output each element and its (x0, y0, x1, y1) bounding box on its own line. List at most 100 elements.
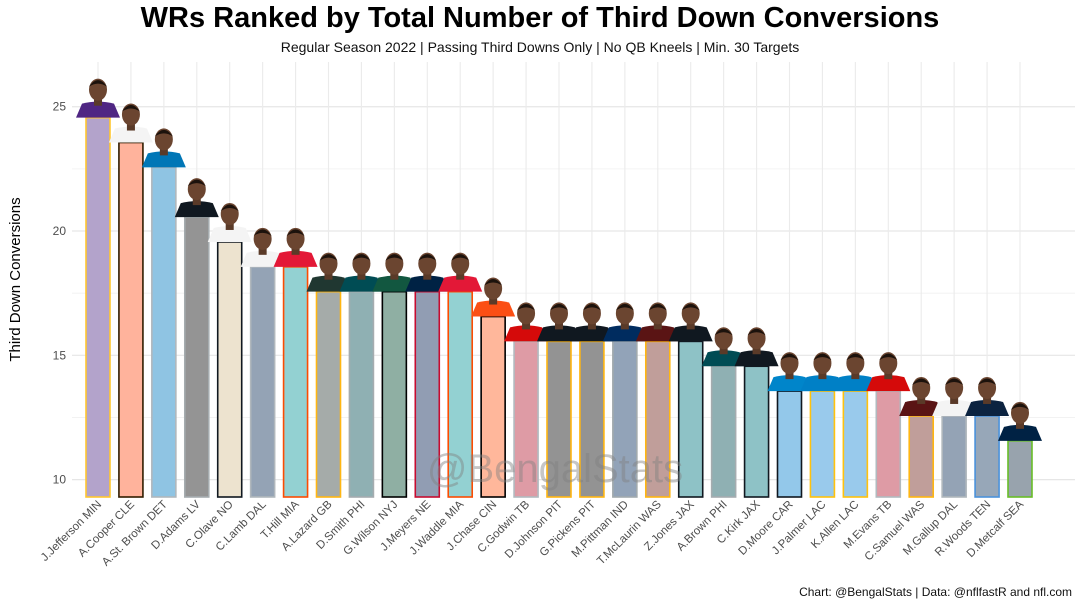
jersey (701, 350, 746, 367)
x-tick-label: M.Pittman IND (570, 499, 631, 560)
player-headshot (537, 302, 581, 342)
x-tick-label: D.Johnson PIT (503, 499, 565, 561)
jersey (438, 275, 483, 292)
hair (846, 353, 865, 361)
player-headshot (701, 327, 746, 367)
jersey (471, 300, 516, 317)
jersey (174, 201, 219, 218)
player-headshot (965, 376, 1010, 416)
neck (983, 395, 992, 404)
jersey (76, 101, 120, 118)
neck (192, 197, 201, 206)
bar (348, 290, 375, 498)
hair (879, 353, 898, 361)
hair (385, 254, 404, 261)
bar (809, 390, 836, 498)
jersey (899, 399, 944, 416)
player-headshot (734, 327, 779, 367)
jersey (833, 375, 878, 392)
bar (85, 116, 111, 498)
jersey (537, 325, 581, 342)
neck (456, 271, 465, 280)
jersey (602, 325, 647, 342)
jersey (273, 250, 318, 267)
bar (974, 415, 1000, 498)
neck (291, 246, 300, 255)
jersey (998, 424, 1042, 441)
jersey (668, 325, 713, 342)
hair (615, 303, 634, 311)
hair (550, 303, 568, 311)
neck (522, 321, 531, 330)
neck (94, 97, 102, 106)
jersey (108, 126, 153, 143)
bar (381, 290, 408, 498)
y-tick-label: 10 (53, 473, 67, 487)
player-headshot (306, 252, 351, 292)
neck (620, 321, 629, 330)
bar (776, 390, 803, 498)
player-headshot (471, 277, 516, 317)
bar (249, 266, 276, 498)
neck (159, 147, 168, 156)
y-axis-title: Third Down Conversions (7, 197, 24, 361)
neck (785, 371, 794, 380)
x-tick-label: J.Jefferson MIN (39, 499, 104, 564)
bar (447, 290, 474, 498)
player-headshot (833, 352, 878, 392)
watermark: @BengalStats (427, 447, 683, 491)
player-headshot (899, 376, 944, 416)
neck (390, 271, 399, 280)
neck (225, 221, 234, 230)
neck (587, 321, 596, 330)
hair (517, 303, 536, 311)
chart-title: WRs Ranked by Total Number of Third Down… (140, 2, 940, 34)
neck (126, 122, 135, 131)
neck (719, 346, 728, 355)
neck (686, 321, 695, 330)
jersey (339, 275, 384, 292)
player-headshot (866, 352, 911, 392)
player-headshot (569, 302, 614, 342)
y-tick-label: 20 (53, 224, 67, 238)
hair (912, 378, 931, 385)
jersey (635, 325, 680, 342)
jersey (141, 151, 186, 168)
hair (451, 254, 470, 261)
neck (917, 395, 926, 404)
hair (418, 254, 437, 261)
player-headshot (504, 302, 549, 342)
neck (851, 371, 860, 380)
bar (183, 216, 210, 498)
bar (1007, 440, 1033, 498)
player-headshot (602, 302, 647, 342)
player-headshot (635, 302, 680, 342)
player-headshot (240, 227, 285, 267)
neck (324, 271, 333, 280)
x-tick-label: C.Samuel WAS (863, 498, 928, 563)
bar (216, 241, 243, 498)
bar (282, 266, 309, 498)
hair (352, 254, 371, 261)
hair (648, 303, 667, 311)
player-headshot (405, 252, 450, 292)
neck (818, 371, 827, 380)
bar (875, 390, 902, 498)
bar (908, 415, 935, 498)
jersey (372, 275, 417, 292)
hair (286, 229, 305, 236)
hair (747, 328, 766, 336)
hair (945, 378, 964, 385)
player-headshot (932, 376, 977, 416)
hair (220, 204, 239, 211)
bar (941, 415, 967, 498)
player-headshot (372, 252, 417, 292)
jersey (405, 275, 450, 292)
player-headshot (998, 401, 1042, 441)
bar (612, 340, 638, 498)
hair (187, 179, 206, 187)
hair (681, 303, 700, 311)
bar (677, 340, 704, 498)
player-headshot (339, 252, 384, 292)
